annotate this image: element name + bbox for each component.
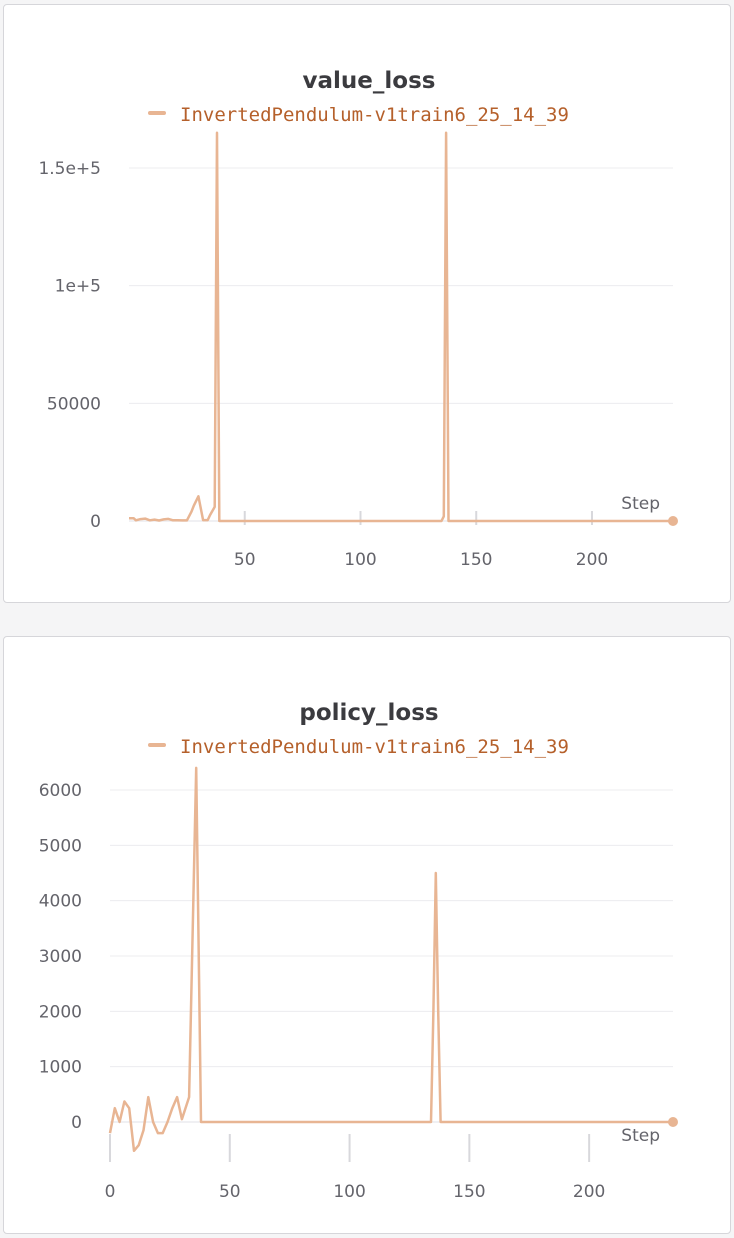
y-tick-label: 1e+5 [55, 277, 101, 297]
x-tick-label: 100 [344, 550, 376, 570]
x-tick-label: 200 [576, 550, 608, 570]
legend-label: InvertedPendulum-v1train6_25_14_39 [180, 736, 569, 758]
y-tick-label: 1000 [39, 1058, 82, 1078]
x-tick-label: 200 [573, 1182, 605, 1202]
y-tick-label: 1.5e+5 [38, 159, 101, 179]
y-tick-label: 3000 [39, 947, 82, 967]
legend-swatch [148, 111, 166, 115]
legend: InvertedPendulum-v1train6_25_14_39 [148, 104, 569, 126]
y-tick-label: 2000 [39, 1002, 82, 1022]
x-axis-label: Step [621, 494, 660, 514]
series-layer [129, 131, 673, 523]
x-tick-label: 50 [234, 550, 256, 570]
y-tick-label: 4000 [39, 892, 82, 912]
y-tick-label: 0 [71, 1113, 82, 1133]
y-tick-label: 6000 [39, 781, 82, 801]
policy-loss-chart: policy_loss InvertedPendulum-v1train6_25… [39, 700, 678, 1202]
x-tick-label: 150 [453, 1182, 485, 1202]
y-tick-label: 50000 [47, 394, 101, 414]
series-layer [108, 766, 673, 1153]
x-tick-label: 0 [105, 1182, 116, 1202]
chart-title: policy_loss [299, 700, 438, 726]
x-tick-label: 150 [460, 550, 492, 570]
chart-title: value_loss [303, 68, 436, 94]
series-end-marker [668, 516, 678, 526]
policy-loss-panel: policy_loss InvertedPendulum-v1train6_25… [3, 636, 731, 1234]
gridlines [129, 167, 673, 522]
y-tick-label: 0 [90, 512, 101, 532]
value-loss-chart: value_loss InvertedPendulum-v1train6_25_… [38, 68, 678, 570]
legend-swatch [148, 743, 166, 747]
x-tick-label: 100 [333, 1182, 365, 1202]
x-axis-label: Step [621, 1126, 660, 1146]
x-axis-ticks: 0 50 100 150 200 [105, 1134, 605, 1202]
legend: InvertedPendulum-v1train6_25_14_39 [148, 736, 569, 758]
value-loss-panel: value_loss InvertedPendulum-v1train6_25_… [3, 4, 731, 603]
series-end-marker [668, 1117, 678, 1127]
series-line [108, 766, 673, 1153]
y-axis-ticks: 0 1000 2000 3000 4000 5000 6000 [39, 781, 82, 1133]
y-axis-ticks: 0 50000 1e+5 1.5e+5 [38, 159, 101, 532]
x-axis-ticks: 50 100 150 200 [234, 511, 608, 570]
series-line [129, 131, 673, 523]
x-tick-label: 50 [219, 1182, 241, 1202]
legend-label: InvertedPendulum-v1train6_25_14_39 [180, 104, 569, 126]
y-tick-label: 5000 [39, 836, 82, 856]
